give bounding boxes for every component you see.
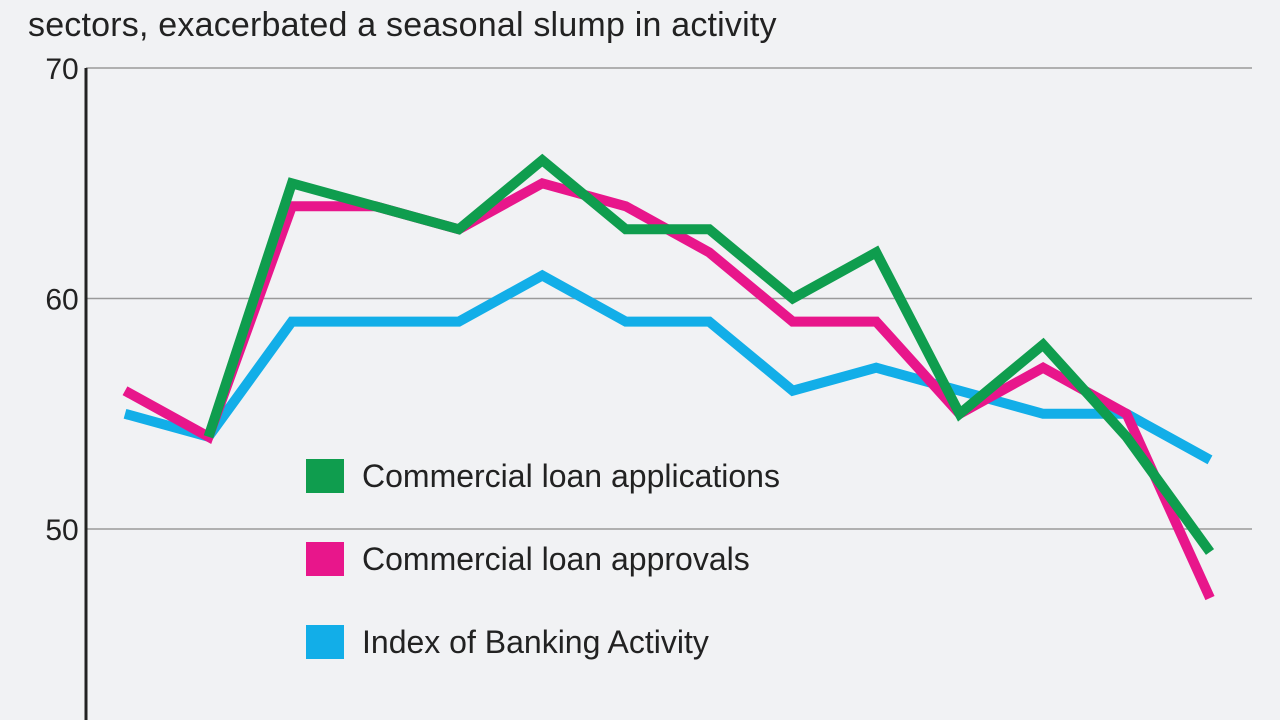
series-line-3 [123, 269, 1213, 465]
series-lines [122, 153, 1215, 601]
legend-swatch [306, 459, 344, 493]
y-tick-labels: 50 60 70 [45, 53, 78, 547]
legend-swatch [306, 542, 344, 576]
y-tick-label: 70 [45, 53, 78, 86]
legend-label: Commercial loan applications [362, 458, 780, 494]
grid-lines [86, 67, 1252, 530]
series-line-1 [203, 153, 1215, 555]
legend-label: Commercial loan approvals [362, 541, 750, 577]
chart-subtitle: sectors, exacerbated a seasonal slump in… [28, 6, 777, 44]
legend-label: Index of Banking Activity [362, 624, 709, 660]
y-tick-label: 50 [45, 514, 78, 547]
y-tick-label: 60 [45, 284, 78, 317]
legend: Commercial loan applications Commercial l… [306, 458, 780, 660]
legend-swatch [306, 625, 344, 659]
series-line-2 [122, 177, 1215, 601]
